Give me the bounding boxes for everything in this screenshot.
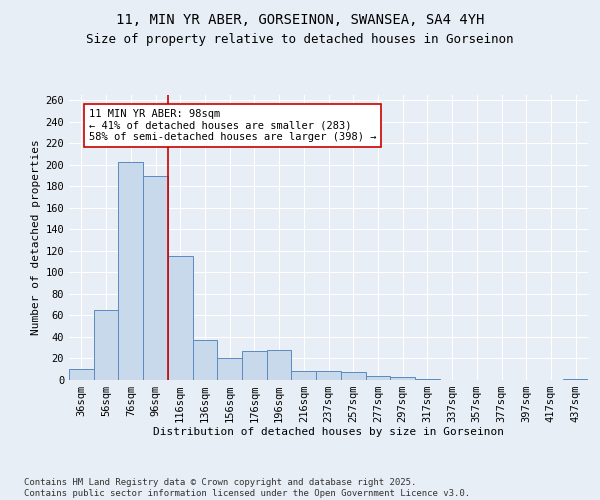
Bar (168, 256, 193, 380)
Bar (415, 379, 440, 380)
Y-axis label: Number of detached properties: Number of detached properties (31, 140, 41, 336)
Text: 11, MIN YR ABER, GORSEINON, SWANSEA, SA4 4YH: 11, MIN YR ABER, GORSEINON, SWANSEA, SA4… (116, 12, 484, 26)
Text: Contains HM Land Registry data © Crown copyright and database right 2025.
Contai: Contains HM Land Registry data © Crown c… (24, 478, 470, 498)
Bar (563, 379, 588, 380)
Text: 11 MIN YR ABER: 98sqm
← 41% of detached houses are smaller (283)
58% of semi-det: 11 MIN YR ABER: 98sqm ← 41% of detached … (89, 109, 376, 142)
Bar (292, 372, 316, 380)
Bar (341, 372, 365, 380)
Bar (118, 162, 143, 380)
Bar (193, 340, 217, 380)
Bar (69, 369, 94, 380)
Bar (217, 358, 242, 380)
Bar (390, 377, 415, 380)
Bar (316, 372, 341, 380)
Text: Size of property relative to detached houses in Gorseinon: Size of property relative to detached ho… (86, 32, 514, 46)
Bar (143, 176, 168, 380)
Bar (94, 310, 118, 380)
Bar (365, 376, 390, 380)
Bar (267, 350, 292, 380)
X-axis label: Distribution of detached houses by size in Gorseinon: Distribution of detached houses by size … (153, 426, 504, 436)
Bar (242, 351, 267, 380)
